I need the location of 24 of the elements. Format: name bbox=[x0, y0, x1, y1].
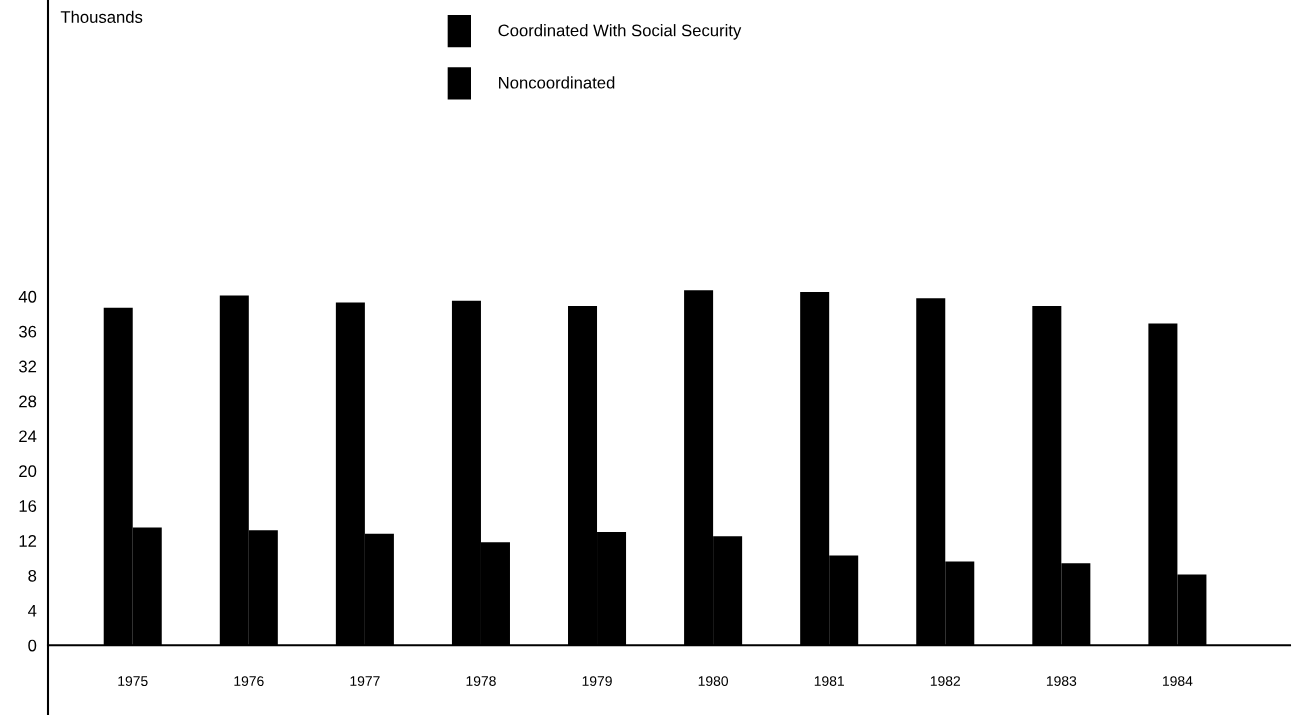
x-tick-label: 1983 bbox=[1046, 676, 1077, 686]
y-tick-label: 16 bbox=[19, 500, 37, 512]
y-tick-label: 4 bbox=[28, 604, 37, 617]
x-tick-label: 1978 bbox=[466, 676, 496, 686]
y-tick-label: 40 bbox=[18, 290, 37, 303]
x-tick-label: 1975 bbox=[118, 676, 148, 686]
y-tick-label: 36 bbox=[18, 325, 37, 338]
x-tick-label: 1984 bbox=[1163, 676, 1193, 686]
y-tick-label: 32 bbox=[18, 360, 37, 373]
x-tick-label: 1976 bbox=[234, 676, 264, 686]
legend-label: Coordinated With Social Security bbox=[498, 24, 742, 40]
x-tick-label: 1981 bbox=[814, 676, 844, 686]
x-tick-label: 1980 bbox=[698, 676, 729, 686]
x-tick-label: 1982 bbox=[930, 676, 961, 686]
y-tick-label: 0 bbox=[28, 639, 37, 652]
y-tick-label: 8 bbox=[28, 569, 37, 582]
y-tick-label: 12 bbox=[19, 535, 37, 547]
y-tick-label: 28 bbox=[19, 395, 37, 408]
x-tick-label: 1977 bbox=[350, 676, 380, 686]
legend-label: Noncoordinated bbox=[499, 76, 615, 89]
y-tick-label: 24 bbox=[19, 430, 37, 443]
y-tick-label: 20 bbox=[19, 465, 37, 478]
y-axis-title: Thousands bbox=[60, 10, 143, 23]
x-tick-label: 1979 bbox=[582, 676, 612, 686]
